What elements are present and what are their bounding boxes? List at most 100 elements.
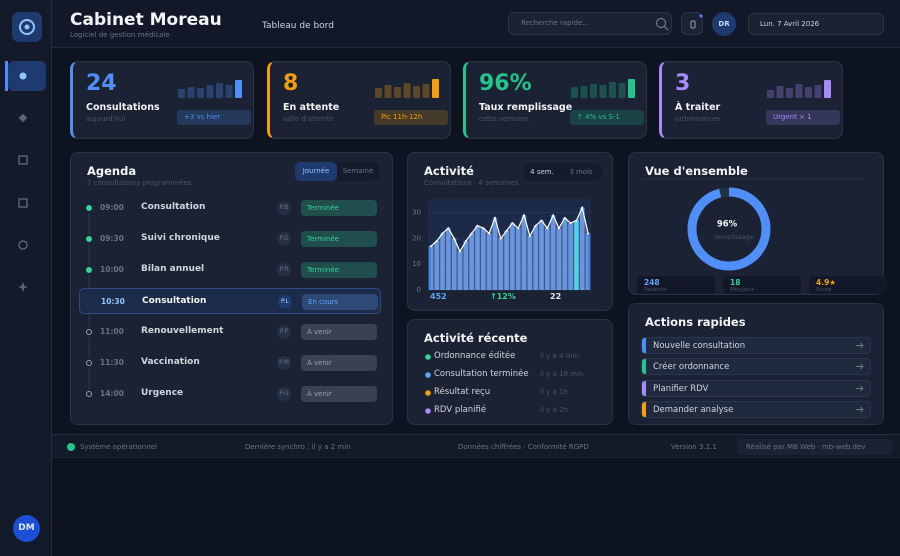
- event-time: il y a 2h: [540, 406, 568, 414]
- timeline-dot: [86, 329, 92, 335]
- patient-initials: P.G: [279, 235, 289, 242]
- stat-value: 18: [730, 278, 741, 287]
- kpi-card: 8 En attente salle d'attente Pic 11h-12h: [267, 61, 451, 139]
- spark-bar: [413, 86, 420, 98]
- bar: [510, 223, 515, 290]
- action-button[interactable]: Créer ordonnance: [641, 358, 871, 376]
- graphic: [767, 80, 831, 98]
- line-point: [476, 224, 479, 227]
- patient-initials: P.B: [279, 204, 289, 211]
- line-point: [453, 237, 456, 240]
- agenda-row[interactable]: 11:00 Renouvellement P.P À venir: [79, 319, 381, 345]
- header-avatar[interactable]: DR: [712, 12, 736, 36]
- spark-bar: [235, 80, 242, 98]
- kpi-label: En attente: [283, 102, 340, 113]
- search-box[interactable]: Recherche rapide...: [508, 12, 672, 35]
- agenda-row[interactable]: 10:00 Bilan annuel P.R Terminée: [79, 257, 381, 283]
- nav-active[interactable]: [8, 61, 46, 91]
- line-point: [511, 222, 514, 225]
- line-point: [575, 219, 578, 222]
- kpi-badge: Pic 11h-12h: [374, 110, 448, 125]
- overview-panel: Vue d'ensemble 96% remplissage 248 Patients 1…: [628, 152, 887, 295]
- footer-credit-box[interactable]: Réalisé par MB Web · mb-web.dev: [737, 439, 892, 455]
- kpi-value: 24: [86, 71, 117, 96]
- app-title: Cabinet Moreau: [70, 10, 222, 30]
- patient-avatar: P.R: [277, 263, 291, 277]
- area: [430, 207, 589, 290]
- tab-label: Journée: [302, 167, 330, 175]
- bar: [562, 217, 568, 290]
- spark-bar: [384, 85, 392, 98]
- nav-icon[interactable]: [18, 240, 28, 250]
- graphic: [86, 205, 92, 397]
- agenda-row[interactable]: 10:30 Consultation P.L En cours: [79, 288, 381, 314]
- agenda-time: 14:00: [100, 389, 124, 398]
- agenda-type: Vaccination: [141, 357, 200, 367]
- footer-credit: Réalisé par MB Web · mb-web.dev: [746, 443, 866, 451]
- patient-avatar: P.L: [278, 295, 292, 309]
- bar: [545, 228, 550, 290]
- tab[interactable]: 3 mois: [560, 163, 602, 181]
- nav-icon[interactable]: [18, 155, 28, 165]
- panel-subtitle: Consultations · 4 semaines: [424, 179, 519, 187]
- action-accent: [642, 380, 646, 396]
- status-text: Terminée: [307, 266, 339, 274]
- spark-bar: [197, 88, 204, 98]
- status-pill: À venir: [301, 355, 377, 371]
- bar: [492, 217, 498, 290]
- event-dot: [425, 408, 431, 414]
- activity-panel: Activité Consultations · 4 semaines 4 sem.…: [407, 152, 613, 311]
- agenda-time: 10:30: [101, 297, 125, 306]
- spark-bar: [814, 85, 822, 98]
- line-point: [517, 227, 520, 230]
- activity-stat: 22: [550, 292, 562, 301]
- nav-icon[interactable]: [19, 72, 27, 80]
- nav-icon[interactable]: [18, 282, 28, 292]
- action-button[interactable]: Demander analyse: [641, 400, 871, 418]
- patient-initials: P.L: [281, 298, 289, 305]
- action-accent: [642, 338, 646, 353]
- donut-value: 96%: [717, 220, 738, 230]
- agenda-type: Consultation: [142, 296, 207, 306]
- nav-icon[interactable]: [18, 113, 28, 123]
- spark-bar: [187, 87, 195, 98]
- action-arrow: [856, 342, 864, 349]
- action-button[interactable]: Planifier RDV: [641, 379, 871, 397]
- spark-bar: [206, 85, 214, 98]
- graphic: [178, 80, 242, 98]
- graphic: [375, 79, 439, 98]
- line-point: [435, 240, 438, 243]
- nav-active-bar: [5, 61, 8, 91]
- nav-icon[interactable]: [18, 198, 28, 208]
- footer-sync: Dernière synchro : il y a 2 min: [245, 443, 351, 451]
- bar: [533, 225, 539, 290]
- timeline-dot: [86, 360, 92, 366]
- spark-bar: [786, 88, 793, 98]
- line-point: [587, 232, 590, 235]
- tab[interactable]: 4 sem.: [524, 163, 560, 181]
- line-point: [523, 214, 526, 217]
- line: [430, 205, 589, 253]
- agenda-type: Urgence: [141, 388, 184, 398]
- tab[interactable]: Journée: [295, 162, 337, 181]
- spark-bar: [776, 86, 784, 98]
- bar: [434, 241, 440, 290]
- notification-button[interactable]: [681, 12, 703, 35]
- action-button[interactable]: Nouvelle consultation: [641, 337, 871, 354]
- kpi-label: À traiter: [675, 102, 721, 113]
- kpi-badge: ↑ 4% vs S-1: [570, 110, 644, 125]
- agenda-type: Consultation: [141, 202, 206, 212]
- user-avatar[interactable]: DM: [13, 515, 40, 542]
- agenda-row[interactable]: 14:00 Urgence P.G À venir: [79, 381, 381, 407]
- tab[interactable]: Semaine: [337, 162, 379, 181]
- timeline-dot: [86, 236, 92, 242]
- agenda-row[interactable]: 11:30 Vaccination P.M À venir: [79, 350, 381, 376]
- agenda-row[interactable]: 09:00 Consultation P.B Terminée: [79, 195, 381, 221]
- kpi-badge: Urgent × 1: [766, 110, 840, 125]
- event-dot: [425, 390, 431, 396]
- patient-initials: P.G: [279, 390, 289, 397]
- overview-stat: 18 Moy/jour: [723, 276, 801, 294]
- status-pill: Terminée: [301, 262, 377, 278]
- agenda-row[interactable]: 09:30 Suivi chronique P.G Terminée: [79, 226, 381, 252]
